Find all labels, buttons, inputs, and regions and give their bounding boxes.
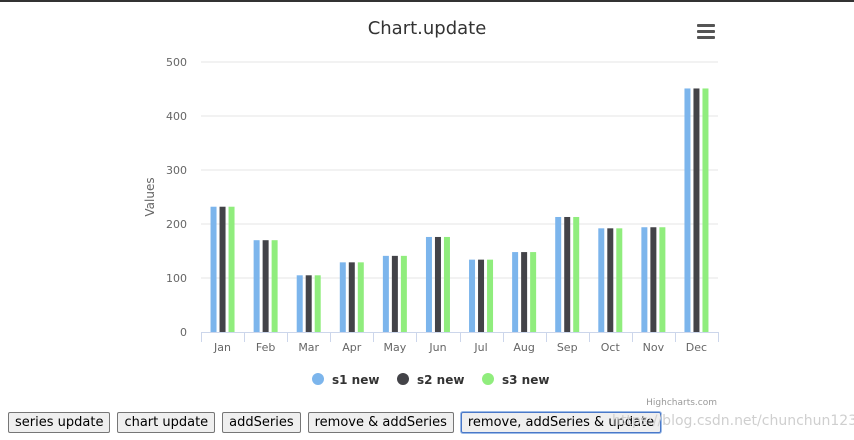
credits-link: Highcharts.com [646, 398, 717, 408]
bar [443, 236, 450, 332]
x-tick-label: Nov [643, 341, 665, 354]
legend-label: s1 new [332, 373, 379, 387]
bar [271, 240, 278, 332]
bar [253, 240, 260, 332]
legend-marker [312, 373, 324, 385]
bar [296, 275, 303, 332]
y-tick-label: 500 [166, 56, 187, 69]
x-tick-label: Aug [513, 341, 534, 354]
bar [564, 216, 571, 332]
x-tick-label: Apr [342, 341, 362, 354]
bar [684, 88, 691, 333]
bar [382, 255, 389, 332]
series-update-button[interactable]: series update [8, 412, 111, 433]
chart-title: Chart.update [368, 18, 487, 39]
bar [339, 262, 346, 332]
bar [607, 228, 614, 332]
watermark-text: https://blog.csdn.net/chunchun1230 [612, 413, 854, 429]
x-tick-label: May [384, 341, 407, 354]
bar [262, 240, 269, 332]
bar [573, 216, 580, 332]
y-tick-label: 100 [166, 272, 187, 285]
bar [650, 227, 657, 332]
legend-label: s3 new [502, 373, 549, 387]
x-tick-label: Jan [213, 341, 231, 354]
bar [425, 236, 432, 332]
bar [512, 252, 519, 332]
top-border [0, 0, 854, 2]
bar [478, 259, 485, 332]
y-tick-label: 400 [166, 110, 187, 123]
legend-marker [397, 373, 409, 385]
bar [391, 255, 398, 332]
bar [469, 259, 476, 332]
bar [400, 255, 407, 332]
add-series-button[interactable]: addSeries [222, 412, 301, 433]
x-tick-label: Feb [256, 341, 275, 354]
bar [228, 206, 235, 332]
x-tick-label: Jun [428, 341, 446, 354]
bar [219, 206, 226, 332]
action-buttons: series update chart update addSeries rem… [8, 412, 662, 433]
bar [598, 228, 605, 332]
bar [348, 262, 355, 332]
bar [314, 275, 321, 332]
remove-add-series-button[interactable]: remove & addSeries [307, 412, 454, 433]
legend-marker [482, 373, 494, 385]
bar [693, 88, 700, 333]
x-tick-label: Oct [601, 341, 621, 354]
bar [487, 259, 494, 332]
bar [530, 252, 537, 332]
bar [210, 206, 217, 332]
chart-context-menu-icon[interactable] [697, 24, 715, 40]
y-tick-label: 200 [166, 218, 187, 231]
x-tick-label: Sep [557, 341, 578, 354]
y-axis-title: Values [143, 177, 157, 216]
bar [641, 227, 648, 332]
bar [555, 216, 562, 332]
remove-add-series-update-button[interactable]: remove, addSeries & update [460, 412, 662, 433]
bar [616, 228, 623, 332]
bar [434, 236, 441, 332]
column-chart: Chart.update 0 100 200 300 400 500 Values Jan Feb… [143, 18, 719, 408]
bar [305, 275, 312, 332]
bar [702, 88, 709, 333]
x-tick-label: Mar [298, 341, 319, 354]
y-tick-label: 300 [166, 164, 187, 177]
bar [357, 262, 364, 332]
legend-label: s2 new [417, 373, 464, 387]
chart-update-button[interactable]: chart update [117, 412, 216, 433]
bar [521, 252, 528, 332]
x-tick-label: Jul [473, 341, 487, 354]
y-tick-label: 0 [180, 326, 187, 339]
bar [659, 227, 666, 332]
x-tick-label: Dec [686, 341, 707, 354]
